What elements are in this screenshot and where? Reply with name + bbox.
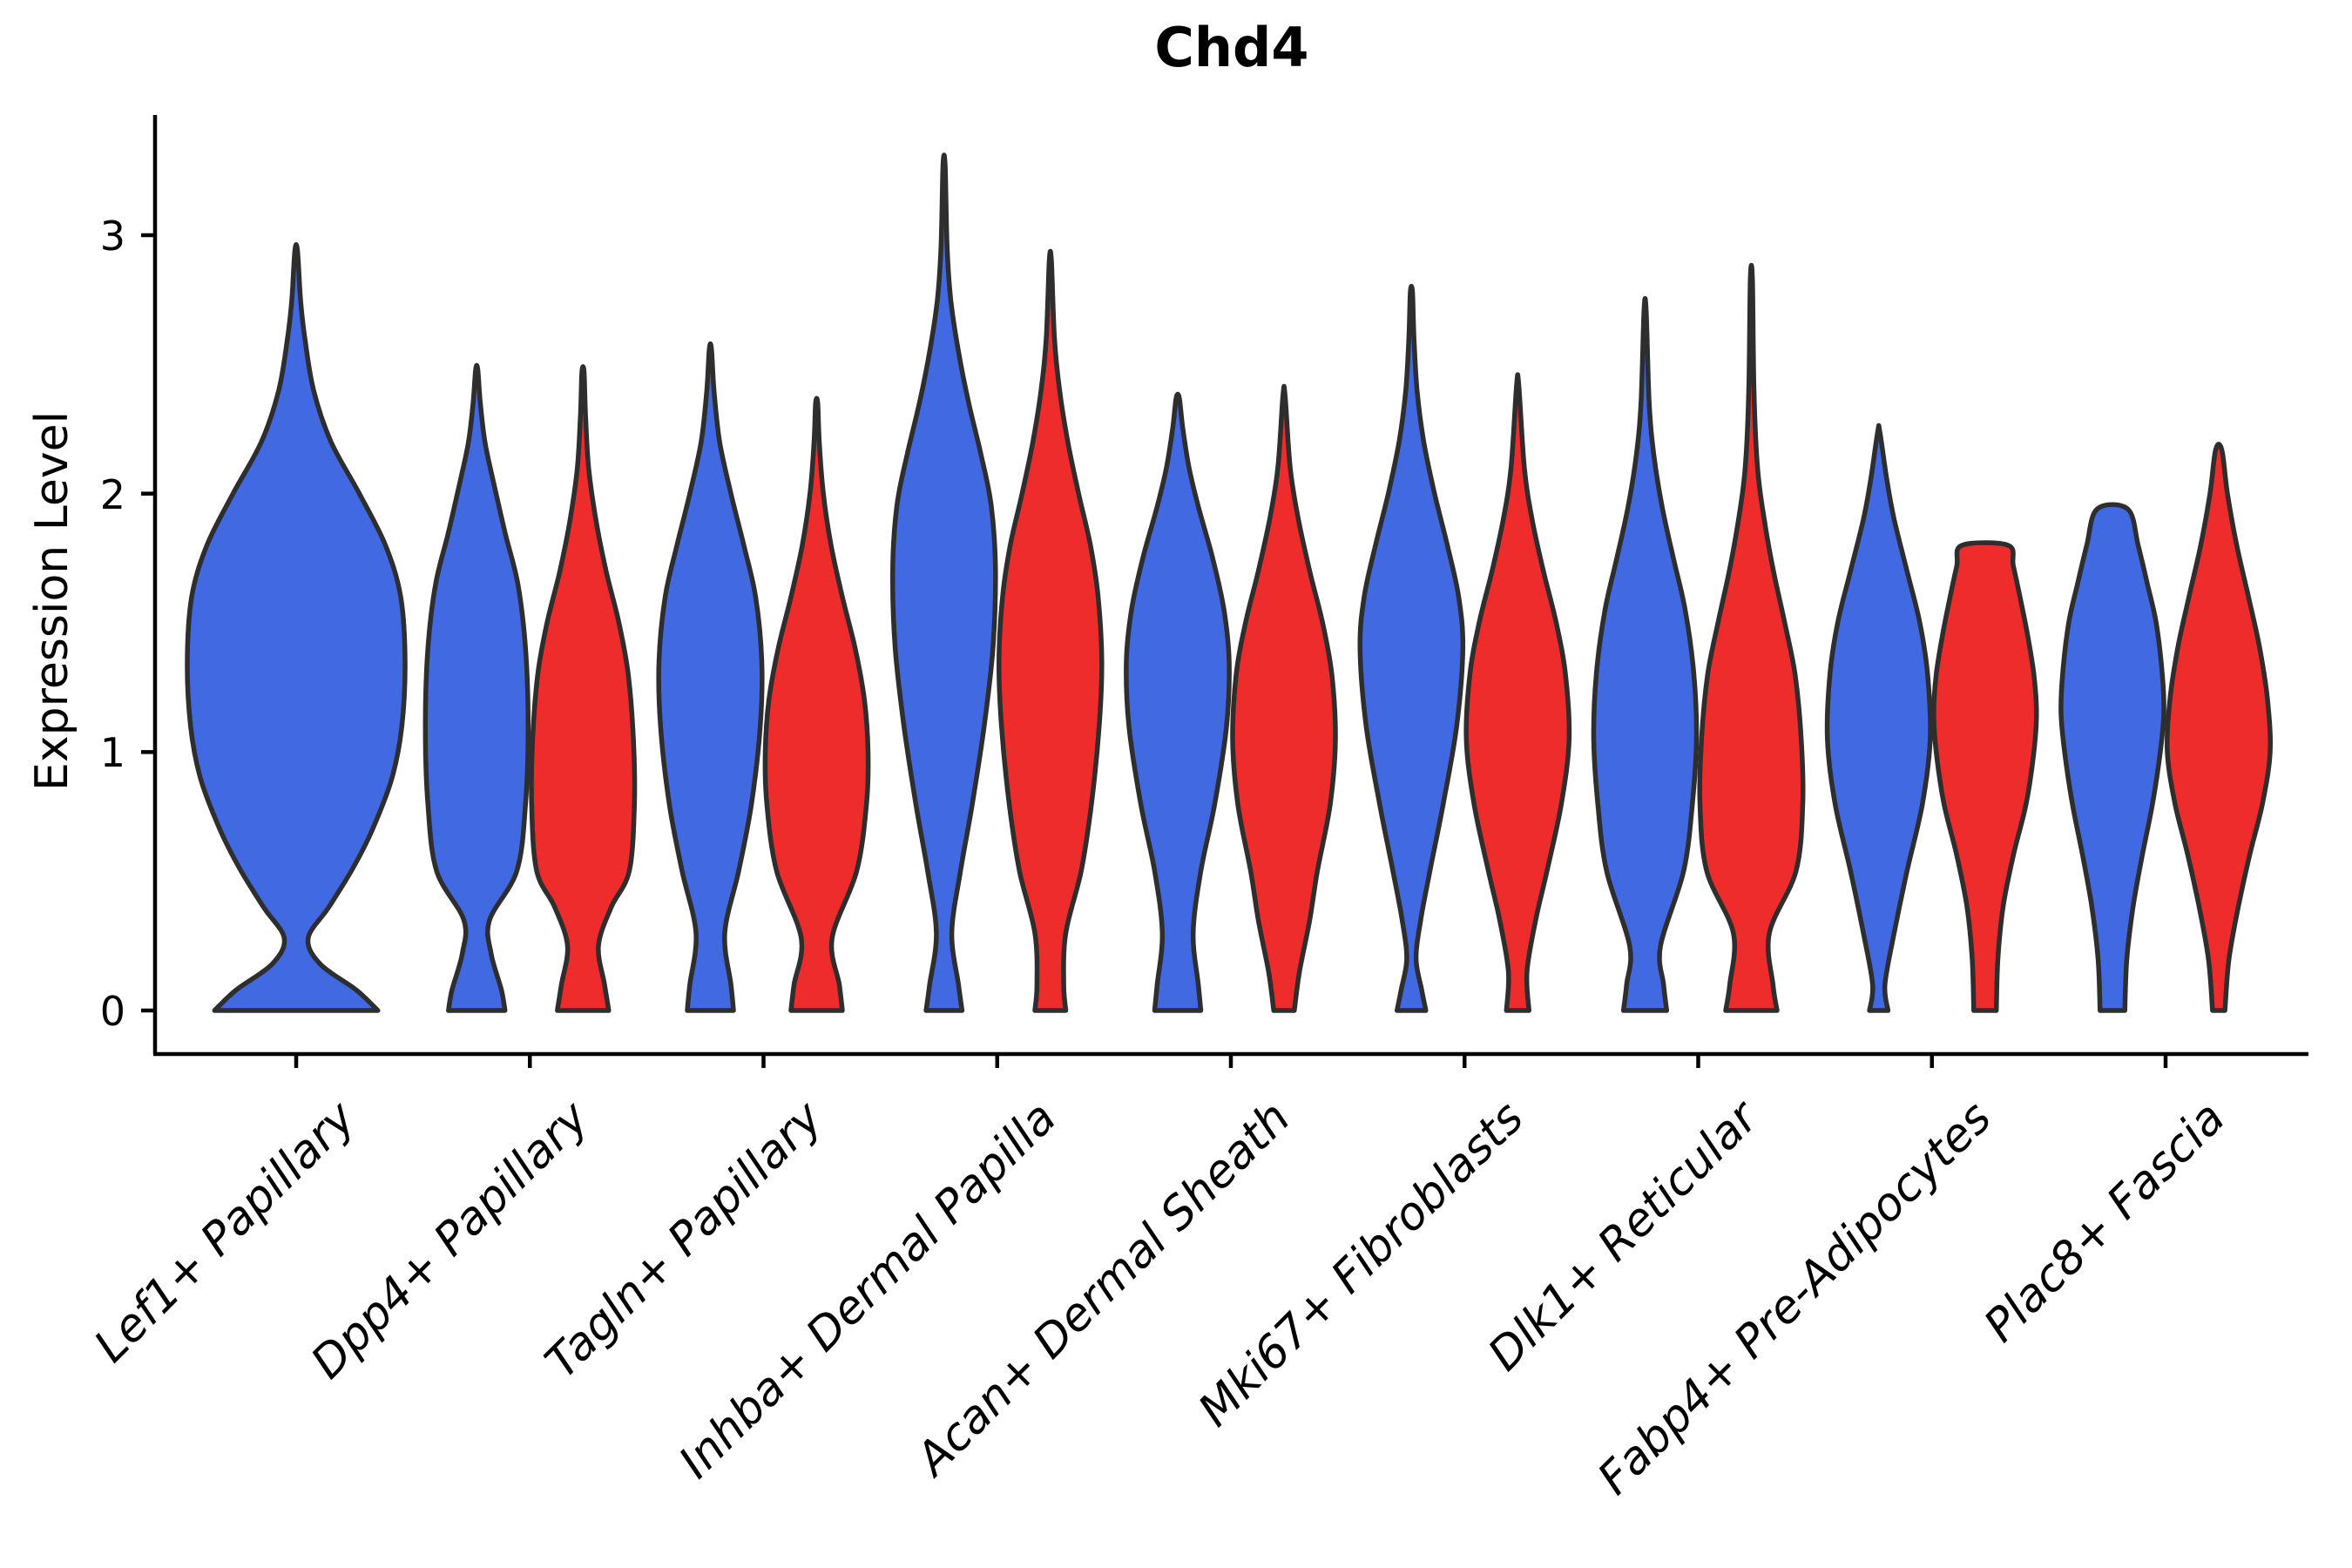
y-tick-label-1: 1 [99,729,125,777]
y-tick-label-0: 0 [99,988,125,1035]
violin-plac8-fascia-red [2165,442,2273,1013]
violin-inhba-dermal-papilla-blue [889,152,998,1013]
violin-dpp4-papillary-blue [422,362,531,1013]
violin-mki67-fibroblasts-blue [1357,283,1466,1013]
violin-fabp4-pre-adipocytes-blue [1824,422,1933,1013]
violin-lef1-papillary-blue [185,242,408,1013]
violin-dpp4-papillary-red [529,364,638,1013]
y-axis-label: Expression Level [26,410,78,792]
violin-tagln-papillary-red [762,395,871,1013]
y-tick-label-3: 3 [99,212,125,260]
plot-title: Chd4 [1154,16,1309,79]
violin-tagln-papillary-blue [656,341,765,1013]
violin-acan-dermal-sheath-red [1230,383,1338,1013]
violin-dlk1-reticular-blue [1591,295,1700,1013]
violin-fabp4-pre-adipocytes-red [1931,540,2039,1013]
y-tick-label-2: 2 [99,470,125,518]
violin-acan-dermal-sheath-blue [1124,391,1232,1013]
violin-dlk1-reticular-red [1697,262,1806,1013]
violin-plac8-fascia-blue [2058,502,2166,1013]
violin-mki67-fibroblasts-red [1463,372,1572,1013]
violin-inhba-dermal-papilla-red [997,248,1105,1013]
